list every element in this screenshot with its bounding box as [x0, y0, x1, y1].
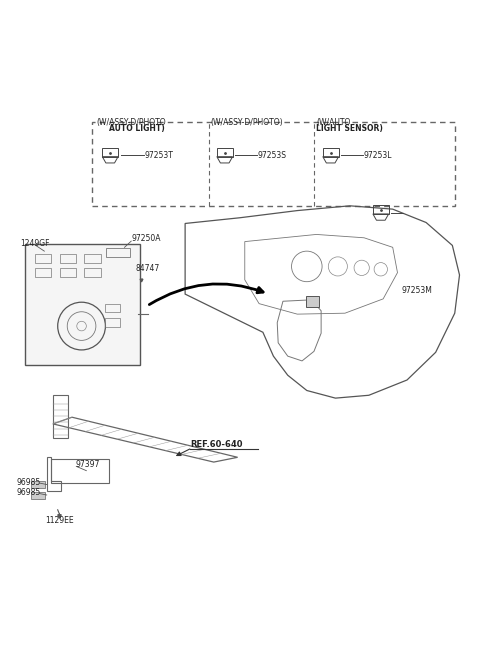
- Text: REF.60-640: REF.60-640: [190, 440, 242, 449]
- Text: 97253M: 97253M: [401, 286, 432, 295]
- Text: (W/AUTO: (W/AUTO: [316, 118, 351, 126]
- Text: LIGHT SENSOR): LIGHT SENSOR): [316, 124, 383, 133]
- Text: (W/ASSY-D/PHOTO): (W/ASSY-D/PHOTO): [210, 118, 283, 126]
- FancyBboxPatch shape: [31, 481, 45, 489]
- Text: AUTO LIGHT): AUTO LIGHT): [109, 124, 165, 133]
- Text: 97397: 97397: [75, 460, 100, 469]
- Text: 97253L: 97253L: [364, 151, 392, 160]
- Text: 97250A: 97250A: [131, 234, 161, 243]
- Text: 97253T: 97253T: [144, 151, 173, 160]
- FancyBboxPatch shape: [306, 297, 319, 307]
- Text: 1249GF: 1249GF: [21, 238, 50, 248]
- FancyBboxPatch shape: [25, 244, 140, 365]
- Text: 96985: 96985: [17, 478, 41, 487]
- Text: (W/ASSY-D/PHOTO: (W/ASSY-D/PHOTO: [97, 118, 167, 126]
- Text: 1129EE: 1129EE: [45, 516, 74, 525]
- FancyBboxPatch shape: [31, 492, 45, 499]
- Text: 96985: 96985: [17, 487, 41, 496]
- Text: 84747: 84747: [136, 265, 160, 273]
- Text: 97253S: 97253S: [258, 151, 287, 160]
